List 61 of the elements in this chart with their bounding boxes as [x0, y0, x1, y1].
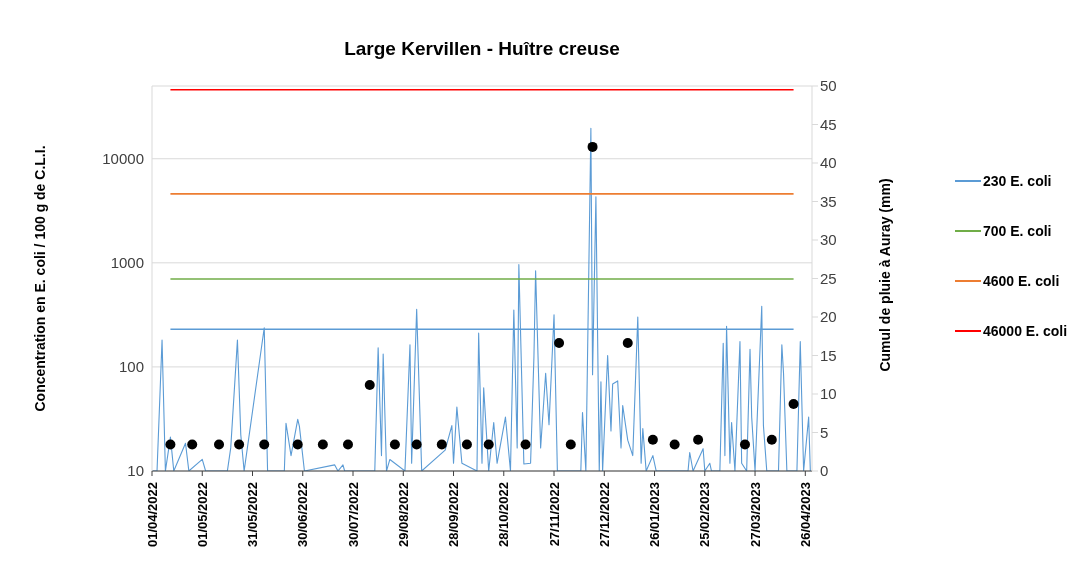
y2-tick-label: 15 [820, 346, 837, 364]
point [483, 439, 494, 450]
point [669, 439, 680, 450]
point [187, 439, 198, 450]
y2-tick-label: 35 [820, 192, 837, 210]
legend-label: 4600 E. coli [983, 272, 1060, 289]
x-tick-label: 26/01/2023 [647, 482, 663, 548]
point [461, 439, 472, 450]
y-axis-title: Concentration en E. coli / 100 g de C.L.I. [31, 145, 48, 412]
y2-tick-label: 5 [820, 423, 829, 441]
y2-tick-label: 40 [820, 154, 837, 172]
x-tick-label: 29/08/2022 [395, 482, 411, 548]
point [647, 434, 658, 445]
x-tick-label: 30/06/2022 [295, 482, 311, 548]
y2-tick-label: 50 [820, 77, 837, 95]
y-tick-label: 10 [127, 462, 144, 480]
y-tick-label: 100 [118, 358, 144, 376]
point [622, 337, 633, 348]
x-tick-label: 27/11/2022 [546, 482, 562, 547]
point [214, 439, 225, 450]
y2-tick-label: 45 [820, 115, 837, 133]
x-tick-label: 27/12/2022 [596, 482, 612, 548]
point [693, 434, 704, 445]
y-tick-label: 10000 [102, 150, 144, 168]
point [342, 439, 353, 450]
legend-label: 230 E. coli [983, 172, 1052, 189]
legend-label: 700 E. coli [983, 222, 1052, 239]
x-tick-label: 28/09/2022 [446, 482, 462, 548]
x-tick-label: 28/10/2022 [496, 482, 512, 548]
y2-tick-label: 10 [820, 385, 837, 403]
point [520, 439, 531, 450]
point [740, 439, 750, 450]
y2-tick-label: 0 [820, 462, 829, 480]
x-tick-label: 25/02/2023 [697, 482, 713, 548]
x-tick-label: 01/04/2022 [144, 482, 160, 548]
x-tick-label: 27/03/2023 [747, 482, 763, 548]
y-tick-label: 1000 [110, 254, 144, 272]
chart-title: Large Kervillen - Huître creuse [343, 38, 621, 60]
point [554, 337, 565, 348]
point [364, 380, 375, 391]
x-tick-label: 31/05/2022 [245, 482, 261, 548]
point [317, 439, 328, 450]
point [565, 439, 576, 450]
point [259, 439, 270, 450]
x-tick-label: 26/04/2023 [797, 482, 813, 548]
point [165, 439, 176, 450]
point [436, 439, 447, 450]
y2-tick-label: 20 [820, 308, 837, 326]
point [411, 439, 422, 450]
point [292, 439, 303, 450]
x-tick-label: 01/05/2022 [194, 482, 210, 548]
point [389, 439, 400, 450]
x-tick-label: 30/07/2022 [345, 482, 361, 548]
point [788, 399, 799, 410]
legend-label: 46000 E. coli [983, 322, 1068, 339]
y2-axis-title: Cumul de pluie à Auray (mm) [877, 178, 893, 372]
point [587, 141, 598, 152]
point [234, 439, 245, 450]
y2-tick-label: 30 [820, 231, 837, 249]
point [766, 434, 777, 445]
y2-tick-label: 25 [820, 269, 837, 287]
